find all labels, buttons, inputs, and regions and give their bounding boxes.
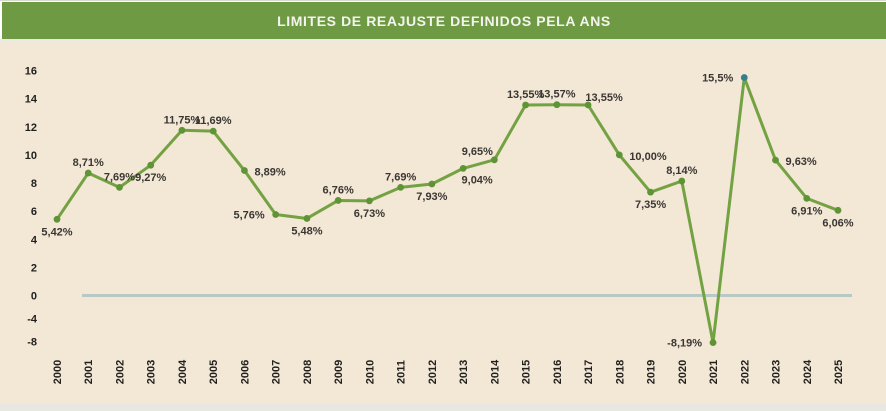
x-axis-year-label: 2024: [802, 359, 814, 384]
x-axis-year-label: 2011: [396, 360, 408, 384]
x-axis-year-label: 2021: [708, 360, 720, 384]
x-axis-year-label: 2005: [208, 360, 220, 384]
x-axis-year-label: 2006: [239, 360, 251, 384]
data-point-value-label: 11,75%: [164, 114, 201, 126]
data-point-marker: [678, 177, 686, 185]
x-axis-year-label: 2019: [646, 360, 658, 384]
x-axis-year-label: 2015: [521, 360, 533, 384]
data-point-marker: [53, 215, 61, 223]
data-point-value-label: 10,00%: [629, 151, 667, 163]
data-point-value-label: 15,5%: [702, 73, 733, 85]
y-axis-tick-label: 12: [25, 122, 37, 134]
x-axis-year-label: 2004: [177, 359, 189, 384]
data-point-marker: [366, 197, 373, 205]
x-axis-year-label: 2016: [552, 360, 564, 384]
data-point-value-label: 8,14%: [666, 165, 697, 177]
data-point-value-label: 9,65%: [462, 146, 493, 158]
data-point-value-label: 9,27%: [135, 172, 166, 184]
y-axis-tick-label: 6: [31, 206, 37, 218]
data-point-marker: [803, 194, 811, 202]
data-point-value-label: 7,35%: [635, 199, 666, 211]
data-point-marker: [647, 188, 654, 196]
x-axis-year-label: 2007: [271, 360, 283, 384]
x-axis-year-label: 2002: [114, 360, 126, 384]
data-point-value-label: 8,89%: [254, 167, 285, 179]
data-point-value-label: 8,71%: [73, 157, 104, 169]
x-axis-year-label: 2001: [83, 360, 95, 384]
data-point-marker: [303, 215, 311, 222]
data-point-value-label: 13,55%: [585, 92, 623, 104]
data-point-value-label: 5,76%: [233, 210, 264, 222]
data-point-value-label: 11,69%: [195, 115, 232, 127]
x-axis-year-label: 2009: [333, 360, 345, 384]
data-point-marker: [116, 183, 123, 191]
data-point-value-label: 6,91%: [791, 205, 822, 217]
data-point-marker: [209, 127, 217, 135]
x-axis-year-label: 2022: [739, 360, 751, 384]
y-axis-tick-label: -4: [27, 314, 38, 326]
y-axis-tick-label: 14: [25, 94, 38, 106]
data-point-value-label: 6,76%: [323, 184, 354, 196]
data-point-value-label: 6,06%: [822, 217, 853, 229]
x-axis-year-label: 2000: [52, 360, 64, 384]
data-point-value-label: 9,63%: [786, 156, 817, 168]
bottom-strip: [0, 404, 886, 411]
trend-line: [55, 76, 840, 345]
data-point-marker-highlighted: [740, 74, 748, 81]
y-axis-tick-label: 10: [25, 150, 37, 162]
data-point-value-label: 5,42%: [41, 226, 72, 238]
data-point-marker: [834, 206, 842, 214]
x-axis-year-label: 2013: [458, 360, 470, 384]
data-point-marker: [772, 156, 779, 164]
data-point-marker: [584, 101, 592, 109]
data-point-marker: [334, 197, 342, 204]
x-axis-year-label: 2017: [583, 360, 595, 384]
data-point-value-label: 9,04%: [462, 174, 493, 186]
y-axis-tick-label: 0: [31, 291, 37, 303]
x-axis-year-label: 2014: [489, 359, 501, 384]
x-axis-year-label: 2023: [771, 360, 783, 384]
data-point-marker: [709, 339, 717, 346]
data-point-value-label: 7,69%: [104, 171, 135, 183]
y-axis-tick-label: 8: [31, 178, 37, 190]
data-point-marker: [459, 164, 467, 172]
x-axis-year-label: 2025: [833, 360, 845, 384]
data-point-marker: [397, 183, 405, 191]
data-point-marker: [615, 151, 623, 159]
x-axis-year-label: 2018: [614, 360, 626, 384]
chart-title: LIMITES DE REAJUSTE DEFINIDOS PELA ANS: [277, 12, 611, 29]
chart-panel: 16 14 12 10 8 6 4 2 0 -4 -8 2000 2001 2002 2003 2004 200…: [0, 39, 886, 404]
x-axis-year-label: 2012: [427, 360, 439, 384]
data-point-value-label: 5,48%: [291, 225, 322, 237]
data-point-value-label: 13,55%: [507, 89, 545, 101]
data-point-marker: [84, 169, 92, 177]
x-axis-year-label: 2010: [364, 360, 376, 384]
y-axis-tick-label: 4: [31, 234, 38, 246]
data-point-marker: [522, 101, 529, 109]
data-point-marker: [553, 101, 561, 109]
chart-title-bar: LIMITES DE REAJUSTE DEFINIDOS PELA ANS: [0, 2, 886, 39]
data-point-value-label: 13,57%: [538, 89, 576, 101]
x-axis-year-label: 2008: [302, 360, 314, 384]
data-point-value-label: 6,73%: [354, 208, 385, 220]
y-axis-tick-label: 2: [31, 262, 37, 274]
data-point-value-label: -8,19%: [667, 338, 702, 350]
ans-limits-line-chart: 16 14 12 10 8 6 4 2 0 -4 -8 2000 2001 2002 2003 2004 200…: [25, 66, 854, 385]
data-point-value-label: 7,93%: [416, 191, 447, 203]
x-axis-year-label: 2003: [146, 360, 158, 384]
data-point-marker: [147, 161, 155, 169]
y-axis-tick-label: -8: [27, 337, 37, 349]
x-axis-year-label: 2020: [677, 360, 689, 384]
data-point-marker: [241, 167, 248, 174]
data-point-marker: [490, 156, 498, 164]
data-point-marker: [178, 126, 186, 134]
data-point-marker: [428, 180, 436, 188]
data-point-marker: [272, 211, 280, 218]
y-axis-tick-label: 16: [25, 66, 37, 78]
data-point-value-label: 7,69%: [385, 171, 416, 183]
